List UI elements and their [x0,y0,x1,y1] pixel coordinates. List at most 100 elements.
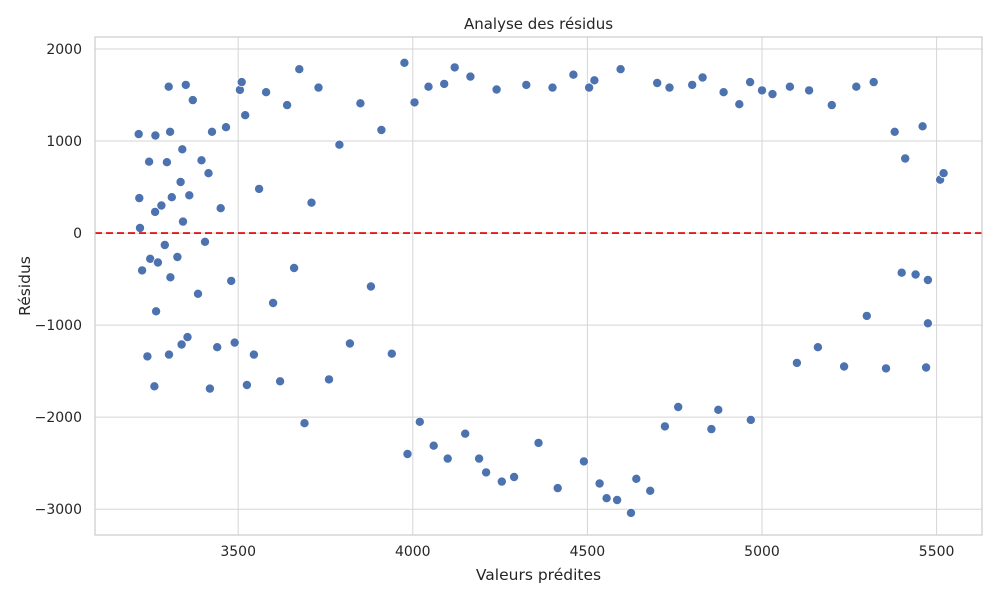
data-point [922,318,933,329]
data-point [428,440,439,451]
data-point [414,416,425,427]
data-point [172,251,183,262]
data-point [344,338,355,349]
data-point [137,265,148,276]
data-point [313,82,324,93]
data-point [713,404,724,415]
data-point [533,437,544,448]
data-point [268,297,279,308]
data-point [163,349,174,360]
data-point [659,421,670,432]
data-point [254,183,265,194]
y-tick-label: 1000 [46,134,82,150]
data-point [718,87,729,98]
data-point [851,81,862,92]
data-point [589,75,600,86]
data-point [460,428,471,439]
data-point [355,98,366,109]
data-point [261,87,272,98]
data-point [442,453,453,464]
data-point [334,139,345,150]
data-point [521,79,532,90]
data-point [745,77,756,88]
data-point [474,453,485,464]
data-point [133,129,144,140]
data-point [248,349,259,360]
data-point [204,383,215,394]
x-tick-label: 4000 [395,544,431,560]
data-point [142,351,153,362]
y-tick-label: −2000 [35,410,82,426]
data-point [151,306,162,317]
data-point [163,81,174,92]
data-point [166,192,177,203]
data-point [165,126,176,137]
data-point [240,110,251,121]
data-point [938,168,949,179]
data-point [652,78,663,89]
data-point [226,275,237,286]
data-point [645,485,656,496]
data-point [229,337,240,348]
data-point [615,64,626,75]
data-point [826,100,837,111]
data-point [199,236,210,247]
x-tick-label: 3500 [220,544,256,560]
data-point [687,79,698,90]
data-point [323,374,334,385]
y-tick-label: −1000 [35,318,82,334]
y-tick-label: 2000 [46,42,82,58]
data-point [439,78,450,89]
data-point [449,62,460,73]
data-point [365,281,376,292]
x-tick-label: 5500 [919,544,955,560]
data-point [612,494,623,505]
y-tick-label: 0 [73,226,82,242]
data-point [626,507,637,518]
data-point [386,348,397,359]
data-point [176,339,187,350]
data-point [299,418,310,429]
data-point [767,89,778,100]
data-point [212,342,223,353]
data-point [180,79,191,90]
data-point [804,85,815,96]
data-point [152,257,163,268]
data-point [673,401,684,412]
data-point [156,200,167,211]
data-point [922,274,933,285]
data-point [734,99,745,110]
data-point [547,82,558,93]
data-point [150,130,161,141]
data-point [399,57,410,68]
x-tick-label: 5000 [744,544,780,560]
data-point [812,342,823,353]
data-point [192,288,203,299]
data-point [144,156,155,167]
data-point [165,272,176,283]
data-point [839,361,850,372]
data-point [481,467,492,478]
data-point [784,81,795,92]
data-point [215,203,226,214]
data-point [159,239,170,250]
data-point [900,153,911,164]
data-point [791,357,802,368]
data-point [294,64,305,75]
plot-frame [94,36,983,536]
plot-area [95,37,982,535]
data-point [706,424,717,435]
data-point [306,197,317,208]
data-point [289,262,300,273]
data-point [282,100,293,111]
data-point [861,310,872,321]
data-point [187,95,198,106]
data-point [465,71,476,82]
data-point [196,155,207,166]
data-point [491,84,502,95]
data-point [889,126,900,137]
data-point [757,85,768,96]
data-point [409,97,420,108]
